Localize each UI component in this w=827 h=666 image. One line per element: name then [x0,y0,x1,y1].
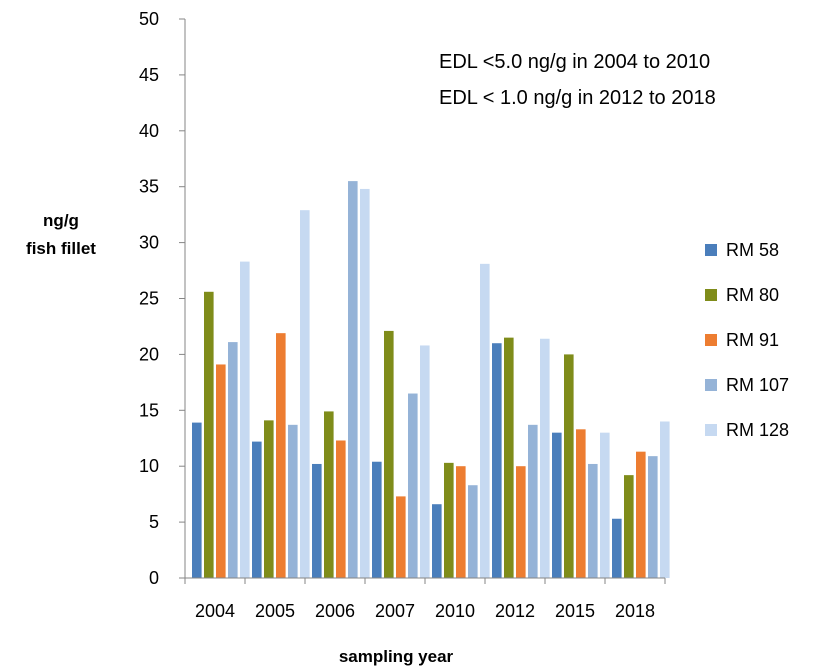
annotation-line2: EDL < 1.0 ng/g in 2012 to 2018 [439,87,716,109]
x-tick-label-2015: 2015 [555,601,595,621]
legend-label-rm-58: RM 58 [726,240,779,260]
bar-rm-107-2004 [228,342,238,578]
bar-rm-91-2004 [216,364,226,578]
y-tick-label-25: 25 [139,289,159,309]
y-tick-labels: 0 5 10 15 20 25 30 35 40 45 50 [139,9,159,588]
bar-rm-107-2015 [588,463,598,578]
y-tick-label-0: 0 [149,568,159,588]
bar-rm-80-2012 [504,337,514,578]
bar-rm-128-2004 [240,261,250,578]
y-axis-label-line2: fish fillet [26,239,96,258]
bar-rm-58-2005 [252,441,262,578]
x-tick-label-2006: 2006 [315,601,355,621]
bar-rm-80-2004 [204,291,214,578]
bar-rm-128-2015 [600,432,610,578]
bar-rm-107-2018 [648,456,658,578]
bar-rm-128-2006 [360,188,370,578]
legend-label-rm-107: RM 107 [726,375,789,395]
bar-rm-107-2007 [408,393,418,578]
bar-rm-58-2010 [432,504,442,578]
bar-rm-91-2015 [576,429,586,578]
annotation-line1: EDL <5.0 ng/g in 2004 to 2010 [439,51,710,73]
legend-swatch-rm-107 [705,379,717,391]
bar-rm-91-2005 [276,333,286,578]
bar-rm-91-2006 [336,440,346,578]
legend-swatch-rm-58 [705,244,717,256]
bar-rm-58-2007 [372,461,382,578]
y-axis-label-line1: ng/g [43,211,79,230]
bar-rm-128-2018 [660,421,670,578]
legend-label-rm-80: RM 80 [726,285,779,305]
legend-swatch-rm-80 [705,289,717,301]
bar-rm-58-2006 [312,463,322,578]
bar-rm-91-2018 [636,451,646,578]
bar-rm-58-2012 [492,343,502,578]
x-tick-label-2012: 2012 [495,601,535,621]
bar-rm-80-2007 [384,330,394,578]
x-tick-label-2018: 2018 [615,601,655,621]
y-tick-label-20: 20 [139,344,159,364]
y-tick-label-40: 40 [139,121,159,141]
bar-rm-128-2005 [300,210,310,578]
bar-rm-128-2012 [540,338,550,578]
x-tick-label-2005: 2005 [255,601,295,621]
bar-rm-58-2015 [552,432,562,578]
y-tick-label-45: 45 [139,65,159,85]
bar-rm-128-2007 [420,345,430,578]
legend-label-rm-91: RM 91 [726,330,779,350]
y-tick-label-5: 5 [149,512,159,532]
x-tick-label-2007: 2007 [375,601,415,621]
legend: RM 58 RM 80 RM 91 RM 107 RM 128 [705,240,789,440]
bar-rm-80-2010 [444,462,454,578]
legend-swatch-rm-128 [705,424,717,436]
x-axis-label: sampling year [339,647,454,666]
bar-rm-80-2005 [264,420,274,578]
bars-group [192,181,670,579]
bar-rm-58-2004 [192,422,202,578]
x-tick-label-2010: 2010 [435,601,475,621]
bar-rm-107-2012 [528,424,538,578]
legend-swatch-rm-91 [705,334,717,346]
x-tick-label-2004: 2004 [195,601,235,621]
bar-rm-80-2015 [564,354,574,578]
y-tick-label-30: 30 [139,233,159,253]
bar-rm-107-2010 [468,485,478,578]
bar-rm-107-2006 [348,181,358,579]
y-tick-label-50: 50 [139,9,159,29]
y-tick-label-15: 15 [139,400,159,420]
x-tick-labels: 2004 2005 2006 2007 2010 2012 2015 2018 [195,601,655,621]
bar-rm-80-2018 [624,475,634,578]
bar-rm-91-2010 [456,466,466,578]
bar-rm-80-2006 [324,411,334,578]
bar-rm-128-2010 [480,263,490,578]
bar-rm-58-2018 [612,518,622,578]
bar-rm-91-2007 [396,496,406,578]
bar-rm-91-2012 [516,466,526,578]
bar-rm-107-2005 [288,424,298,578]
axes-group [179,18,666,584]
legend-label-rm-128: RM 128 [726,420,789,440]
y-tick-label-10: 10 [139,456,159,476]
y-tick-label-35: 35 [139,177,159,197]
